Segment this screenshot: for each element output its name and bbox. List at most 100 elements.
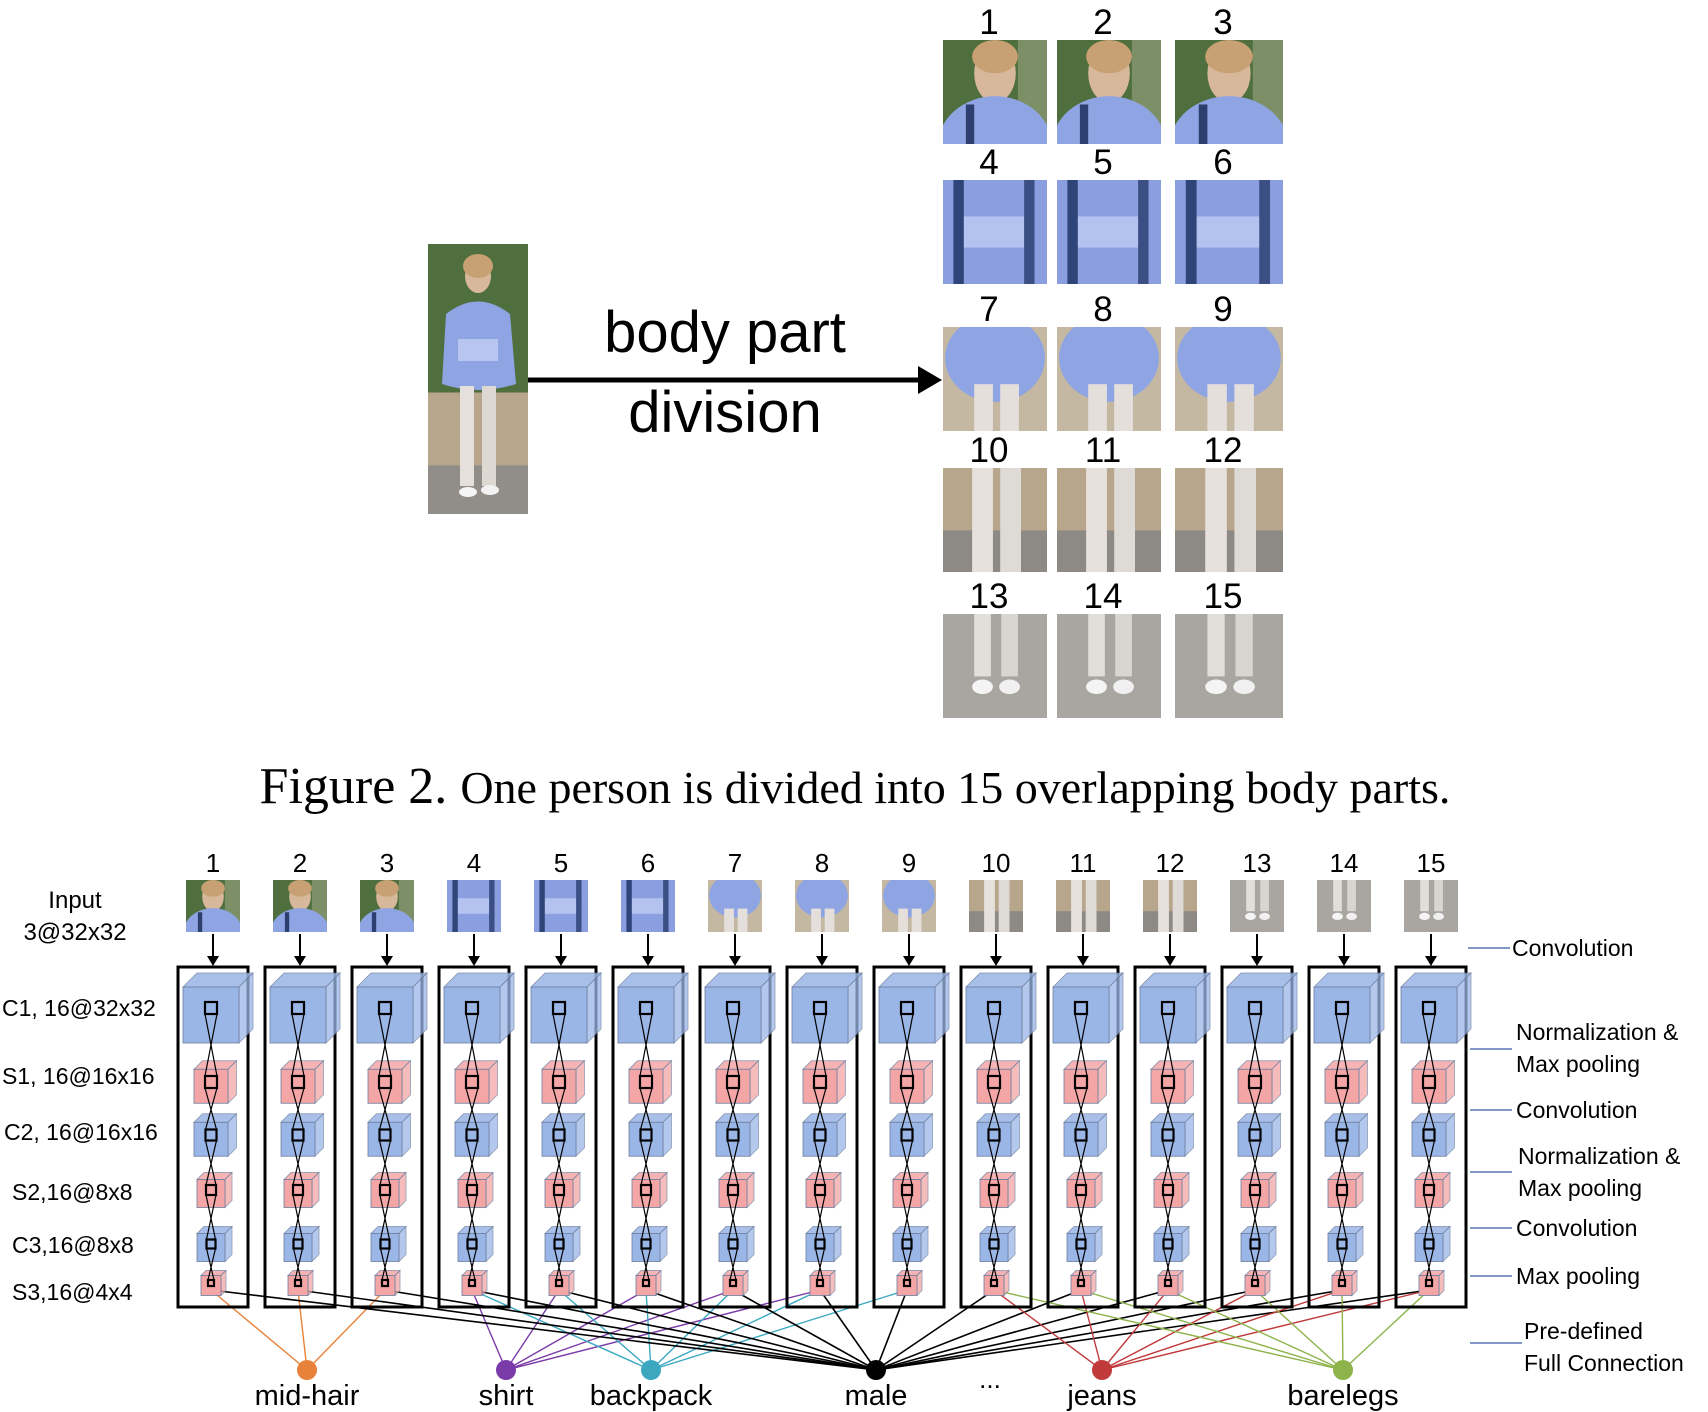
column-3-receptive-line: [378, 1087, 392, 1130]
column-15-filter-window: [1422, 1128, 1436, 1142]
division-arrow: [528, 366, 942, 394]
column-number-13: 13: [1243, 848, 1272, 878]
column-8-receptive-line: [816, 1248, 826, 1281]
input-arrow-head-4: [468, 956, 480, 966]
input-patch-8: [795, 880, 849, 932]
column-5-receptive-line: [552, 1087, 566, 1130]
column-12-filter-window: [1160, 1000, 1176, 1016]
column-14-receptive-line: [1335, 1013, 1349, 1077]
attribute-node-mid-hair: [297, 1360, 317, 1380]
column-10-filter-window: [986, 1074, 1002, 1090]
column-1-filter-window: [203, 1000, 219, 1016]
input-arrow-head-9: [903, 956, 915, 966]
column-box-8: [785, 965, 859, 1309]
column-14-receptive-line: [1335, 1087, 1349, 1130]
column-3-layer-3-block: [367, 1112, 412, 1158]
column-13-receptive-line: [1249, 1140, 1262, 1186]
column-14-filter-window: [1335, 1183, 1349, 1197]
column-5-filter-window: [551, 1074, 567, 1090]
column-9-receptive-line: [903, 1248, 913, 1281]
column-8-filter-window: [814, 1238, 826, 1250]
column-6-filter-window: [640, 1238, 652, 1250]
column-3-filter-window: [377, 1074, 393, 1090]
column-13-filter-window: [1248, 1128, 1262, 1142]
cnn-column-5: 5: [524, 848, 602, 1309]
column-3-receptive-line: [379, 1140, 392, 1186]
column-6-layer-2-block: [628, 1059, 673, 1105]
column-9-filter-window: [899, 1000, 915, 1016]
column-15-filter-window: [1422, 1183, 1436, 1197]
column-3-receptive-line: [378, 1013, 392, 1077]
column-5-filter-window: [554, 1278, 564, 1288]
connection-male-part-15: [875, 1289, 1430, 1371]
body-part-image-1: [943, 40, 1047, 144]
body-part-number-2: 2: [1093, 3, 1112, 42]
column-1-receptive-line: [205, 1194, 217, 1240]
column-15-receptive-line: [1423, 1140, 1436, 1186]
column-4-receptive-line: [466, 1194, 478, 1240]
input-patch-4: [447, 880, 501, 932]
body-part-number-13: 13: [970, 577, 1009, 616]
column-2-filter-window: [292, 1238, 304, 1250]
column-4-layer-5-block: [457, 1225, 494, 1263]
column-7-filter-window: [727, 1238, 739, 1250]
column-number-3: 3: [380, 848, 394, 878]
column-number-11: 11: [1070, 848, 1097, 878]
body-part-image-9: [1175, 327, 1283, 431]
column-12-receptive-line: [1161, 1087, 1175, 1130]
connection-barelegs-part-13: [1254, 1289, 1344, 1371]
column-11-layer-2-block: [1063, 1059, 1108, 1105]
column-13-filter-window: [1250, 1278, 1260, 1288]
column-4-filter-window: [467, 1278, 477, 1288]
column-2-receptive-line: [294, 1248, 304, 1281]
column-13-layer-2-block: [1237, 1059, 1282, 1105]
column-5-filter-window: [553, 1238, 565, 1250]
column-10-receptive-line: [987, 1087, 1001, 1130]
column-11-receptive-line: [1077, 1248, 1087, 1281]
op-label-fullconn-line2: Full Connection: [1524, 1350, 1684, 1376]
cnn-column-3: 3: [350, 848, 428, 1309]
column-8-filter-window: [815, 1278, 825, 1288]
caption-prefix: Figure 2.: [260, 758, 448, 815]
column-15-receptive-line: [1423, 1194, 1435, 1240]
column-6-layer-3-block: [628, 1112, 673, 1158]
column-12-layer-5-block: [1153, 1225, 1190, 1263]
column-15-filter-window: [1423, 1238, 1435, 1250]
column-7-receptive-line: [727, 1248, 737, 1281]
op-label-convolution-2: Convolution: [1516, 1097, 1637, 1123]
column-6-layer-6-block: [635, 1269, 662, 1297]
column-4-filter-window: [466, 1238, 478, 1250]
column-1-filter-window: [203, 1074, 219, 1090]
connection-mid-hair-part-3: [306, 1289, 386, 1371]
column-box-15: [1394, 965, 1468, 1309]
cnn-column-14: 14: [1307, 848, 1385, 1309]
cnn-column-1: 1: [176, 848, 254, 1309]
input-patch-5: [534, 880, 588, 932]
column-7-layer-3-block: [715, 1112, 760, 1158]
column-3-receptive-line: [379, 1248, 389, 1281]
column-box-11: [1046, 965, 1120, 1309]
column-7-receptive-line: [726, 1013, 740, 1077]
connection-backpack-part-4: [471, 1289, 652, 1371]
column-7-filter-window: [728, 1278, 738, 1288]
input-patch-15: [1404, 880, 1458, 932]
column-11-filter-window: [1073, 1000, 1089, 1016]
column-6-filter-window: [639, 1128, 653, 1142]
body-part-image-6: [1175, 180, 1283, 284]
column-2-filter-window: [291, 1128, 305, 1142]
column-6-filter-window: [638, 1074, 654, 1090]
connection-male-part-11: [875, 1289, 1082, 1371]
column-10-layer-3-block: [976, 1112, 1021, 1158]
connection-shirt-part-7: [505, 1289, 734, 1371]
column-12-filter-window: [1160, 1074, 1176, 1090]
column-number-9: 9: [902, 848, 916, 878]
attribute-label-male: male: [845, 1380, 908, 1412]
cnn-column-6: 6: [611, 848, 689, 1309]
column-9-receptive-line: [901, 1194, 913, 1240]
input-label-line2: 3@32x32: [23, 919, 126, 946]
column-4-filter-window: [465, 1183, 479, 1197]
division-label-line2: division: [628, 380, 821, 445]
connection-male-part-6: [645, 1289, 877, 1371]
connection-barelegs-part-15: [1342, 1289, 1430, 1371]
column-3-receptive-line: [379, 1194, 391, 1240]
